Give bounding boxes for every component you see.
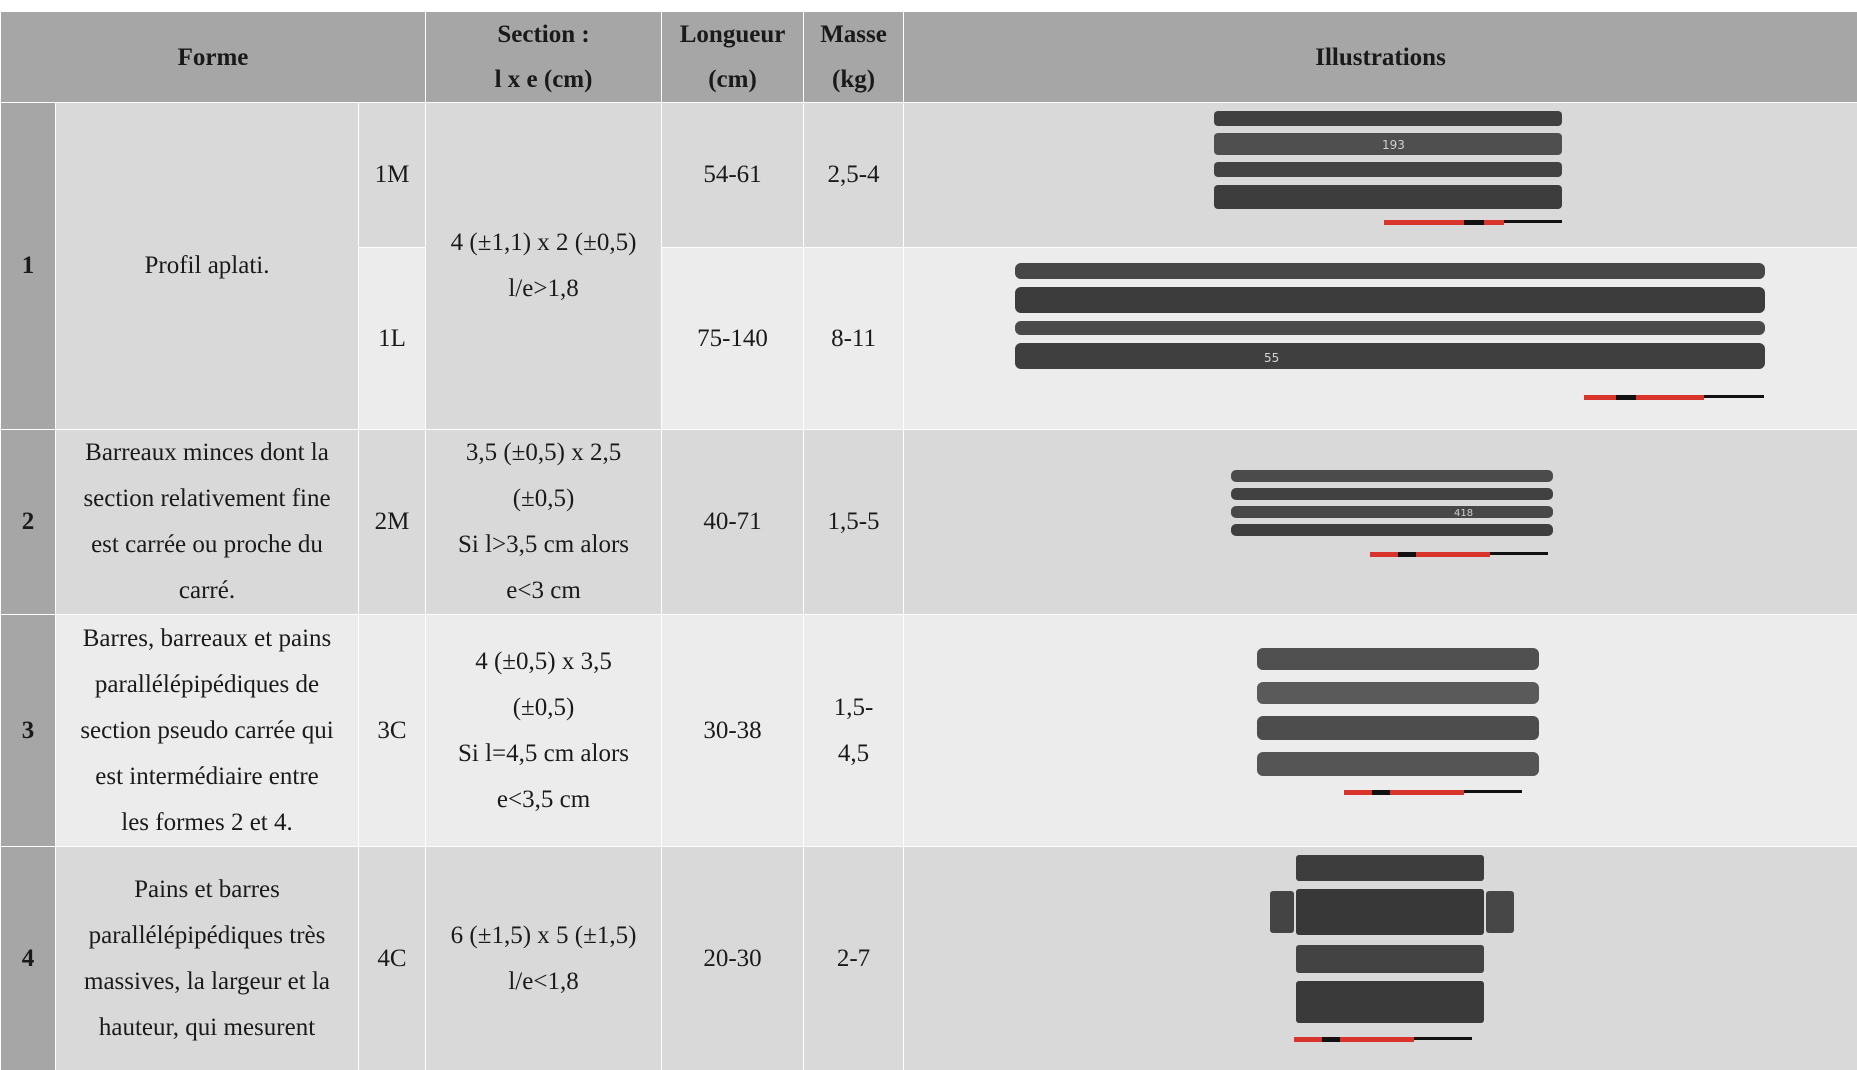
bars-photo-1m: 193 — [1214, 111, 1563, 225]
section-line: 3,5 (±0,5) x 2,5 — [465, 439, 622, 466]
form-section: 3,5 (±0,5) x 2,5 (±0,5) Si l>3,5 cm alor… — [425, 429, 663, 615]
bar-marking: 418 — [1454, 508, 1473, 519]
description-line: parallélépipédiques très — [88, 922, 326, 949]
bars-photo-3c — [1257, 647, 1540, 795]
header-longueur-line2: (cm) — [708, 66, 757, 93]
bar-marking: 193 — [1382, 138, 1405, 152]
form-masse: 1,5- 4,5 — [803, 614, 905, 847]
form-code: 1L — [357, 247, 427, 430]
header-masse-line2: (kg) — [832, 66, 876, 93]
header-section: Section : l x e (cm) — [425, 11, 663, 103]
description-line: hauteur, qui mesurent — [98, 1014, 316, 1041]
description-line: Barreaux minces dont la — [85, 439, 329, 466]
header-longueur-line1: Longueur — [679, 21, 786, 48]
scale-bar — [1584, 394, 1765, 400]
form-longueur: 75-140 — [661, 247, 805, 430]
scale-bar — [1344, 789, 1523, 795]
bar-marking: 55 — [1264, 351, 1279, 365]
description-line: carré. — [178, 577, 236, 604]
form-masse: 8-11 — [803, 247, 905, 430]
table-row: 1L 75-140 8-11 55 — [1, 247, 1857, 430]
masse-line: 4,5 — [837, 739, 870, 767]
form-description: Barres, barreaux et pains parallélépipéd… — [55, 614, 359, 847]
table-row: 2 Barreaux minces dont la section relati… — [0, 429, 1857, 615]
section-line: e<3 cm — [506, 577, 581, 604]
description-line: section pseudo carrée qui — [80, 716, 334, 744]
bars-photo-1l: 55 — [1015, 262, 1766, 400]
table-row: 1 Profil aplati. 1M 4 (±1,1) x 2 (±0,5) … — [0, 102, 1857, 430]
description-line: Barres, barreaux et pains — [82, 624, 332, 652]
section-line: l/e<1,8 — [508, 968, 579, 995]
form-number: 2 — [0, 429, 56, 615]
form-longueur: 54-61 — [661, 102, 805, 248]
form-masse: 2-7 — [803, 846, 905, 1070]
form-number: 3 — [0, 614, 56, 847]
description-line: massives, la largeur et la — [84, 968, 330, 995]
illustration-4c — [903, 846, 1857, 1070]
illustration-3c — [903, 614, 1857, 847]
section-line: 4 (±0,5) x 3,5 — [475, 647, 612, 675]
description-line: est carrée ou proche du — [91, 531, 323, 558]
section-line: e<3,5 cm — [496, 785, 591, 813]
illustration-2m: 418 — [903, 429, 1857, 615]
table-row: 4 Pains et barres parallélépipédiques tr… — [0, 846, 1857, 1070]
form-section: 6 (±1,5) x 5 (±1,5) l/e<1,8 — [425, 846, 663, 1070]
section-line: 6 (±1,5) x 5 (±1,5) — [450, 922, 637, 949]
header-illustrations: Illustrations — [903, 11, 1857, 103]
form-code: 3C — [357, 614, 427, 847]
form-section: 4 (±0,5) x 3,5 (±0,5) Si l=4,5 cm alors … — [425, 614, 663, 847]
table-row: 3 Barres, barreaux et pains parallélépip… — [0, 614, 1857, 847]
form-code: 4C — [357, 846, 427, 1070]
form-section: 4 (±1,1) x 2 (±0,5) l/e>1,8 — [425, 102, 663, 430]
illustration-1m: 193 — [903, 102, 1857, 248]
bars-photo-2m: 418 — [1231, 470, 1554, 557]
scale-bar — [1294, 1037, 1473, 1042]
description-line: les formes 2 et 4. — [121, 808, 293, 836]
header-section-line2: l x e (cm) — [494, 66, 593, 93]
illustration-1l: 55 — [903, 247, 1857, 430]
description-line: section relativement fine — [83, 485, 331, 512]
form-code: 1M — [357, 102, 427, 248]
section-line: (±0,5) — [512, 485, 575, 512]
masse-line: 1,5- — [833, 693, 874, 721]
header-masse-line1: Masse — [820, 21, 887, 48]
description-line: parallélépipédiques de — [94, 670, 320, 698]
form-masse: 2,5-4 — [803, 102, 905, 248]
form-code: 2M — [357, 429, 427, 615]
section-line: Si l>3,5 cm alors — [458, 531, 630, 558]
scale-bar — [1370, 552, 1549, 557]
description-line: est intermédiaire entre — [95, 762, 319, 790]
header-row: Forme Section : l x e (cm) Longueur (cm)… — [0, 11, 1857, 103]
form-longueur: 20-30 — [661, 846, 805, 1070]
form-longueur: 40-71 — [661, 429, 805, 615]
section-line: (±0,5) — [512, 693, 575, 721]
scale-bar — [1384, 220, 1563, 225]
form-description: Barreaux minces dont la section relative… — [55, 429, 359, 615]
form-description: Pains et barres parallélépipédiques très… — [55, 846, 359, 1070]
forms-table: Forme Section : l x e (cm) Longueur (cm)… — [0, 11, 1857, 1070]
header-forme: Forme — [0, 11, 427, 103]
section-line: l/e>1,8 — [508, 275, 579, 302]
description-line: Pains et barres — [134, 876, 280, 903]
header-section-line1: Section : — [497, 21, 590, 48]
section-line: 4 (±1,1) x 2 (±0,5) — [450, 229, 637, 256]
form-number: 1 — [0, 102, 56, 430]
form-number: 4 — [0, 846, 56, 1070]
bars-photo-4c — [1270, 855, 1515, 1042]
header-masse: Masse (kg) — [803, 11, 905, 103]
section-line: Si l=4,5 cm alors — [458, 739, 630, 767]
header-longueur: Longueur (cm) — [661, 11, 805, 103]
form-longueur: 30-38 — [661, 614, 805, 847]
form-masse: 1,5-5 — [803, 429, 905, 615]
form-description: Profil aplati. — [55, 102, 359, 430]
